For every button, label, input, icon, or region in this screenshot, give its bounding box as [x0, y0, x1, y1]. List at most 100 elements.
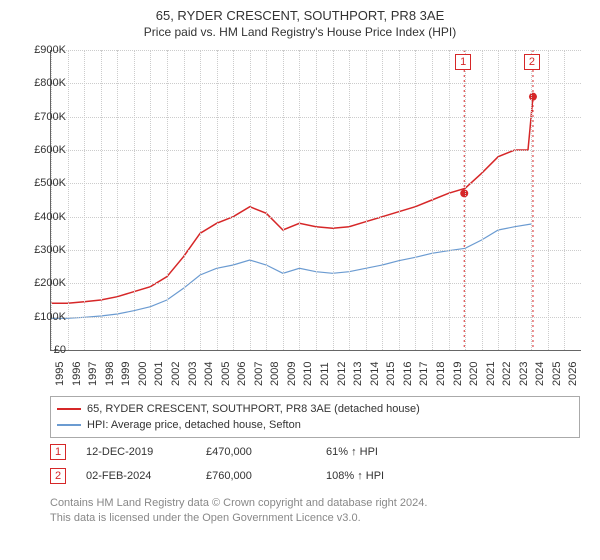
page-title: 65, RYDER CRESCENT, SOUTHPORT, PR8 3AE	[0, 0, 600, 23]
marker-dot-2	[529, 93, 537, 101]
gridline-v	[498, 50, 499, 350]
x-tick-label: 2023	[518, 362, 530, 386]
x-tick-label: 2006	[236, 362, 248, 386]
gridline-v	[531, 50, 532, 350]
transaction-date: 02-FEB-2024	[86, 470, 186, 482]
y-tick-label: £600K	[16, 144, 66, 156]
page-subtitle: Price paid vs. HM Land Registry's House …	[0, 23, 600, 45]
transaction-marker: 1	[50, 444, 66, 460]
x-tick-label: 2026	[567, 362, 579, 386]
gridline-v	[415, 50, 416, 350]
legend-swatch	[57, 424, 81, 426]
legend-label: HPI: Average price, detached house, Seft…	[87, 419, 301, 431]
series-line-0	[51, 93, 535, 303]
x-tick-label: 2005	[220, 362, 232, 386]
x-tick-label: 2000	[137, 362, 149, 386]
x-tick-label: 2014	[369, 362, 381, 386]
transaction-pct: 108% ↑ HPI	[326, 470, 446, 482]
x-tick-label: 1995	[54, 362, 66, 386]
y-tick-label: £300K	[16, 244, 66, 256]
x-tick-label: 2020	[468, 362, 480, 386]
gridline-v	[266, 50, 267, 350]
transaction-date: 12-DEC-2019	[86, 446, 186, 458]
x-tick-label: 2015	[385, 362, 397, 386]
x-tick-label: 2001	[153, 362, 165, 386]
x-tick-label: 2024	[534, 362, 546, 386]
x-tick-label: 1996	[71, 362, 83, 386]
x-tick-label: 2013	[352, 362, 364, 386]
gridline-v	[399, 50, 400, 350]
x-tick-label: 2025	[551, 362, 563, 386]
x-tick-label: 2016	[402, 362, 414, 386]
legend-item: HPI: Average price, detached house, Seft…	[57, 417, 573, 433]
x-tick-label: 2019	[452, 362, 464, 386]
gridline-v	[366, 50, 367, 350]
gridline-v	[167, 50, 168, 350]
y-tick-label: £0	[16, 344, 66, 356]
gridline-v	[217, 50, 218, 350]
transaction-price: £470,000	[206, 446, 306, 458]
plot-area	[50, 50, 581, 351]
transaction-price: £760,000	[206, 470, 306, 482]
y-tick-label: £400K	[16, 211, 66, 223]
gridline-v	[233, 50, 234, 350]
gridline-v	[349, 50, 350, 350]
gridline-v	[51, 50, 52, 350]
x-tick-label: 2002	[170, 362, 182, 386]
gridline-v	[68, 50, 69, 350]
x-tick-label: 1999	[120, 362, 132, 386]
gridline-v	[150, 50, 151, 350]
gridline-v	[117, 50, 118, 350]
gridline-v	[200, 50, 201, 350]
x-tick-label: 2003	[187, 362, 199, 386]
y-tick-label: £200K	[16, 277, 66, 289]
x-tick-label: 2017	[418, 362, 430, 386]
gridline-v	[333, 50, 334, 350]
gridline-v	[299, 50, 300, 350]
legend-label: 65, RYDER CRESCENT, SOUTHPORT, PR8 3AE (…	[87, 403, 420, 415]
gridline-v	[283, 50, 284, 350]
transaction-row: 1 12-DEC-2019 £470,000 61% ↑ HPI	[50, 440, 580, 464]
attribution-line2: This data is licensed under the Open Gov…	[50, 511, 580, 526]
x-tick-label: 2012	[336, 362, 348, 386]
series-line-1	[51, 224, 531, 318]
gridline-v	[134, 50, 135, 350]
x-tick-label: 2009	[286, 362, 298, 386]
gridline-v	[316, 50, 317, 350]
y-tick-label: £800K	[16, 77, 66, 89]
gridline-v	[449, 50, 450, 350]
y-tick-label: £900K	[16, 44, 66, 56]
gridline-v	[564, 50, 565, 350]
y-tick-label: £700K	[16, 111, 66, 123]
transaction-table: 112-DEC-2019£470,00061% ↑ HPI202-FEB-202…	[50, 440, 580, 488]
gridline-v	[482, 50, 483, 350]
gridline-v	[184, 50, 185, 350]
legend-item: 65, RYDER CRESCENT, SOUTHPORT, PR8 3AE (…	[57, 401, 573, 417]
y-tick-label: £100K	[16, 311, 66, 323]
gridline-v	[84, 50, 85, 350]
chart-container: 65, RYDER CRESCENT, SOUTHPORT, PR8 3AE P…	[0, 0, 600, 560]
x-tick-label: 1998	[104, 362, 116, 386]
x-tick-label: 2021	[485, 362, 497, 386]
gridline-v	[101, 50, 102, 350]
marker-label-2: 2	[524, 54, 540, 70]
x-tick-label: 2018	[435, 362, 447, 386]
x-tick-label: 2004	[203, 362, 215, 386]
x-tick-label: 2010	[302, 362, 314, 386]
x-tick-label: 1997	[87, 362, 99, 386]
gridline-v	[465, 50, 466, 350]
legend: 65, RYDER CRESCENT, SOUTHPORT, PR8 3AE (…	[50, 396, 580, 438]
transaction-row: 202-FEB-2024£760,000108% ↑ HPI	[50, 464, 580, 488]
gridline-v	[515, 50, 516, 350]
gridline-v	[250, 50, 251, 350]
attribution-line1: Contains HM Land Registry data © Crown c…	[50, 496, 580, 511]
gridline-v	[382, 50, 383, 350]
x-tick-label: 2008	[269, 362, 281, 386]
marker-label-1: 1	[455, 54, 471, 70]
attribution: Contains HM Land Registry data © Crown c…	[50, 496, 580, 527]
gridline-v	[432, 50, 433, 350]
transaction-pct: 61% ↑ HPI	[326, 446, 446, 458]
y-tick-label: £500K	[16, 177, 66, 189]
x-tick-label: 2007	[253, 362, 265, 386]
gridline-v	[548, 50, 549, 350]
